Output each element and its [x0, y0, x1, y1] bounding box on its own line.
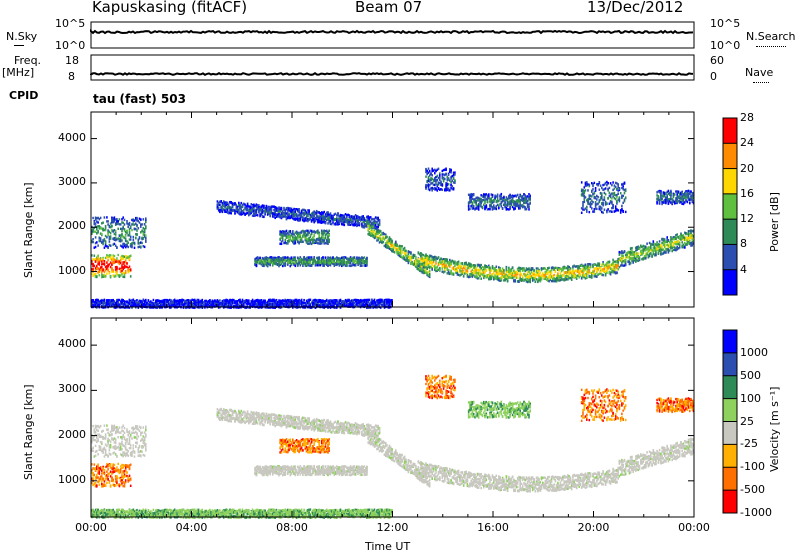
velocity-cb-tick-6: -500 — [740, 483, 765, 497]
nsky-right-tick-bottom: 10^0 — [710, 39, 741, 52]
x-axis-label: Time UT — [365, 540, 411, 553]
freq-label: Freq. — [14, 54, 42, 67]
nsky-right-tick-top: 10^5 — [710, 17, 741, 30]
freq-left-tick-bottom: 8 — [68, 70, 75, 83]
velocity-swatch — [723, 330, 737, 353]
power-swatch — [723, 118, 737, 144]
velocity-cb-tick-4: -25 — [740, 437, 758, 451]
nsky-trace — [90, 29, 694, 35]
xtick-3: 12:00 — [376, 521, 409, 534]
cpid-text: tau (fast) 503 — [93, 92, 186, 106]
power-swatch — [723, 193, 737, 220]
velocity-ytick-1000: 1000 — [58, 472, 86, 486]
xtick-2: 08:00 — [276, 521, 308, 534]
power-cb-tick-4: 20 — [740, 161, 754, 175]
station-title: Kapuskasing (fitACF) — [92, 0, 248, 16]
xtick-1: 04:00 — [175, 521, 208, 534]
velocity-swatch — [723, 490, 737, 513]
power-cb-tick-6: 28 — [740, 111, 754, 124]
power-cb-tick-5: 24 — [740, 136, 754, 150]
velocity-panel-bg — [91, 318, 694, 517]
velocity-ytick-2000: 2000 — [58, 427, 86, 441]
freq-unit: [MHz] — [2, 66, 35, 79]
velocity-colorbar — [722, 329, 738, 514]
freq-left-tick-top: 18 — [65, 54, 79, 67]
date-title: 13/Dec/2012 — [587, 0, 684, 16]
velocity-swatch — [723, 421, 737, 445]
power-ytick-4000: 4000 — [58, 130, 86, 144]
velocity-cb-tick-1: 500 — [740, 368, 761, 382]
velocity-ytick-4000: 4000 — [58, 337, 86, 351]
velocity-heatmap — [91, 374, 695, 519]
nave-line-marker — [753, 82, 769, 83]
xtick-0: 00:00 — [75, 521, 107, 534]
power-colorbar — [722, 117, 738, 296]
freq-panel-frame — [90, 54, 695, 81]
cpid-label: CPID — [9, 89, 39, 102]
power-cb-tick-2: 12 — [740, 212, 754, 226]
power-swatch — [723, 219, 737, 245]
beam-title: Beam 07 — [355, 0, 423, 16]
power-cb-tick-1: 8 — [740, 237, 747, 251]
power-swatch — [723, 244, 737, 270]
velocity-swatch — [723, 352, 737, 376]
velocity-ytick-3000: 3000 — [58, 382, 86, 396]
velocity-swatch — [723, 467, 737, 491]
nsearch-line-marker — [756, 46, 786, 47]
nave-right-tick-bottom: 0 — [710, 70, 717, 83]
nsky-panel-frame — [90, 21, 695, 49]
power-cb-tick-0: 4 — [740, 262, 747, 276]
nave-label: Nave — [745, 66, 774, 79]
velocity-cb-tick-3: 25 — [740, 414, 754, 428]
nsky-left-tick-bottom: 10^0 — [55, 39, 86, 52]
xtick-6: 00:00 — [678, 521, 710, 534]
power-swatch — [723, 269, 737, 295]
power-cb-tick-3: 16 — [740, 186, 754, 200]
velocity-cb-tick-0: 1000 — [740, 345, 768, 359]
velocity-swatch — [723, 398, 737, 422]
power-swatch — [723, 143, 737, 169]
nsky-left-tick-top: 10^5 — [55, 17, 86, 30]
axis-ticks — [90, 112, 695, 517]
velocity-cb-tick-2: 100 — [740, 391, 761, 405]
nave-right-tick-top: 60 — [710, 54, 724, 67]
power-ytick-1000: 1000 — [58, 263, 86, 277]
nsky-line-marker — [14, 45, 24, 46]
velocity-swatch — [723, 444, 737, 468]
nsky-label: N.Sky — [6, 30, 38, 43]
nsearch-label: N.Search — [746, 30, 796, 43]
freq-trace — [90, 71, 694, 76]
power-swatch — [723, 168, 737, 194]
power-panel-bg — [91, 112, 694, 307]
velocity-swatch — [723, 375, 737, 399]
velocity-cb-tick-7: -1000 — [740, 506, 772, 519]
xtick-4: 16:00 — [477, 521, 509, 534]
velocity-cb-tick-5: -100 — [740, 460, 765, 474]
xtick-5: 20:00 — [577, 521, 610, 534]
power-heatmap — [91, 167, 695, 309]
power-ytick-2000: 2000 — [58, 219, 86, 233]
power-ytick-3000: 3000 — [58, 174, 86, 188]
